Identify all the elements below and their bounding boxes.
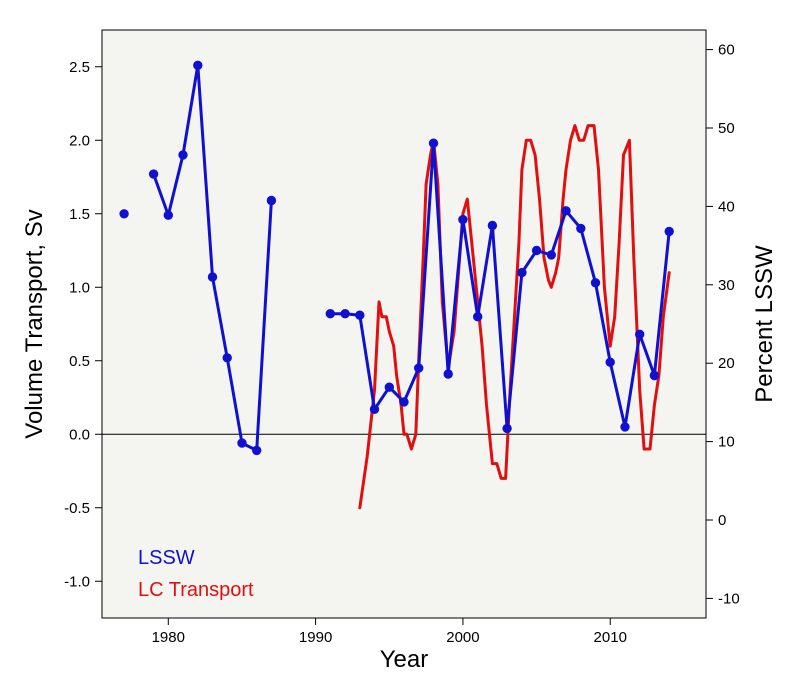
y-left-axis: -1.0 -0.5 0.0 0.5 1.0 1.5 2.0 2.5 [64,59,102,590]
y-left-tick-label: 1.5 [69,206,90,223]
data-point-lssw [458,214,468,225]
y-left-tick-label: 2.5 [69,59,90,76]
data-point-lssw [193,60,203,71]
data-point-lssw [148,169,159,179]
data-point-lssw [237,438,247,448]
data-point-lssw [399,397,409,407]
data-point-lssw [325,309,335,319]
data-point-lssw [664,226,674,237]
y-left-tick-label: 1.0 [69,279,90,296]
x-axis: 1980 1990 2000 2010 [152,618,627,646]
y-right-axis-title: Percent LSSW [751,245,778,403]
y-right-tick-label: 10 [718,434,735,451]
x-tick-label: 2000 [446,629,479,646]
data-point-lssw [384,382,394,392]
data-point-lssw [473,312,483,322]
data-point-lssw [207,272,218,282]
y-right-tick-label: -10 [718,590,740,607]
data-point-lssw [546,250,556,260]
plot-frame [101,29,707,619]
y-left-tick-label: -1.0 [64,573,90,590]
x-tick-label: 1980 [152,629,185,646]
y-right-tick-label: 40 [718,198,735,215]
data-point-lssw [649,370,660,381]
y-left-tick-label: 0.0 [69,426,90,443]
y-right-tick-label: 60 [718,42,735,59]
y-right-axis: -10 0 10 20 30 40 50 60 [706,42,740,607]
data-point-lssw [163,210,174,220]
x-tick-label: 2010 [594,629,627,646]
data-point-lssw [414,363,424,373]
data-point-lssw [428,138,439,148]
data-point-lssw [502,423,512,434]
legend: LSSW LC Transport [138,547,254,601]
series-layer [119,60,674,510]
y-left-axis-title: Volume Transport, Sv [21,209,48,438]
y-left-tick-label: 2.0 [69,132,90,149]
data-point-lssw [576,223,586,234]
y-right-tick-label: 30 [718,277,735,294]
data-point-lssw [605,357,615,367]
data-point-lssw [561,206,571,216]
data-point-lssw [252,445,262,456]
y-left-tick-label: -0.5 [64,500,90,517]
data-point-lssw [590,278,601,288]
y-right-tick-label: 50 [718,120,735,137]
x-axis-title: Year [380,646,429,673]
series-lssw [119,60,674,456]
data-point-lssw [443,369,453,379]
x-tick-label: 1990 [299,629,332,646]
data-point-lssw [119,209,129,219]
data-point-lssw [487,220,498,231]
legend-label-lc-transport: LC Transport [138,579,254,601]
data-point-lssw [266,195,277,206]
legend-label-lssw: LSSW [138,547,195,569]
data-point-lssw [531,245,542,256]
data-point-lssw [340,309,350,319]
data-point-lssw [355,310,365,320]
data-point-lssw [635,329,645,339]
data-point-lssw [222,353,232,363]
y-left-tick-label: 0.5 [69,353,90,370]
data-point-lssw [620,422,630,432]
y-right-tick-label: 20 [718,355,735,372]
data-point-lssw [517,267,527,278]
plot-background [102,30,706,618]
data-point-lssw [369,404,380,414]
y-right-tick-label: 0 [718,512,726,529]
data-point-lssw [178,150,188,160]
